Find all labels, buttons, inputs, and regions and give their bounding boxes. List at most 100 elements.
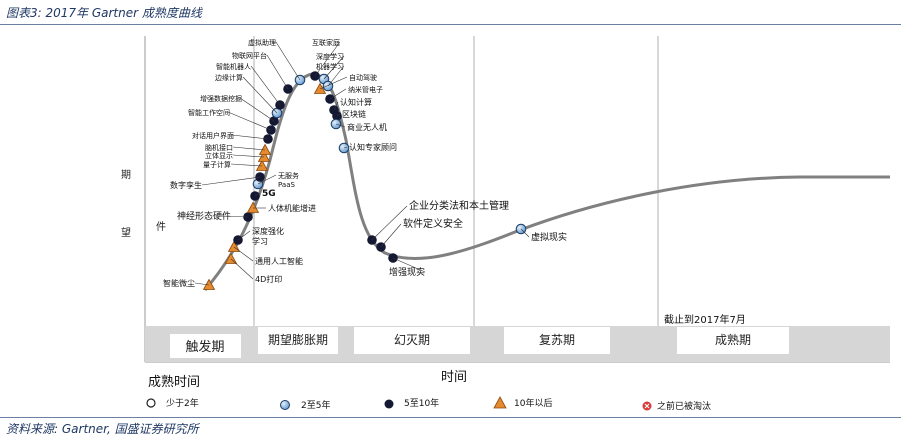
legend-dark-circle-icon — [384, 399, 394, 409]
legend-light-circle-icon — [280, 400, 290, 410]
tech-3-label: 通用人工智能 — [255, 256, 303, 266]
tech-2-label: 4D打印 — [255, 274, 282, 284]
tech-8-leader — [257, 174, 277, 185]
tech-10-leader — [230, 163, 263, 167]
tech-11-label: 立体显示 — [205, 151, 233, 160]
tech-26-label: 区块链 — [342, 109, 366, 119]
hype-curve — [203, 72, 890, 291]
tech-10-triangle-icon — [255, 159, 269, 171]
tech-29-label: 企业分类法和本土管理 — [409, 199, 509, 212]
tech-15-leader — [239, 97, 275, 122]
tech-21-label: 深度学习 — [316, 52, 344, 61]
tech-3-leader — [233, 246, 254, 262]
tech-1-label: 智能微尘 — [163, 278, 195, 288]
tech-9-leader — [201, 176, 261, 186]
tech-5-leader — [216, 215, 249, 218]
phase-peak: 期望膨胀期 — [268, 333, 328, 347]
tech-11-triangle-icon — [257, 150, 271, 162]
tech-9-label: 数字孪生 — [170, 180, 202, 190]
tech-1-leader — [194, 282, 210, 286]
legend-item-lt2: 少于2年 — [146, 397, 199, 409]
tech-27-label: 商业无人机 — [347, 122, 387, 132]
tech-18-leader — [266, 54, 289, 90]
tech-4-label: 深度强化学习 — [252, 226, 284, 246]
x-axis-label: 时间 — [441, 370, 467, 385]
tech-24-leader — [329, 88, 347, 100]
tech-7-leader — [254, 192, 261, 197]
legend-item-2to5: 2至5年 — [280, 399, 330, 411]
legend-cross-mark — [644, 403, 650, 409]
tech-11-leader — [232, 154, 265, 158]
x-axis-left-label: 成熟时间 — [148, 374, 200, 390]
tech-22-leader — [327, 65, 345, 87]
tech-22-label: 机器学习 — [316, 62, 344, 71]
tech-12-label: 脑机接口 — [205, 143, 233, 152]
phase-dividers — [253, 36, 659, 362]
tech-19-leader — [275, 41, 301, 81]
tech-6-triangle-icon — [246, 201, 260, 213]
source-note: 资料来源: Gartner, 国盛证券研究所 — [6, 422, 199, 436]
tech-26-leader — [336, 113, 341, 117]
tech-23-leader — [319, 76, 348, 90]
tech-15-label: 增强数据挖掘 — [200, 94, 242, 103]
phase-plateau: 成熟期 — [715, 332, 751, 347]
legend-label: 之前已被淘汰 — [657, 400, 711, 412]
leader-lines — [194, 41, 530, 286]
legend-label: 少于2年 — [166, 397, 199, 409]
tech-14-leader — [227, 111, 272, 131]
tech-2-leader — [230, 258, 254, 280]
tech-30-label: 软件定义安全 — [403, 217, 463, 230]
tech-25-leader — [333, 101, 339, 111]
phase-trigger: 触发期 — [185, 339, 224, 355]
legend: 少于2年 2至5年 5至10年 10年以后 之前已被淘汰 — [146, 396, 711, 412]
tech-32-leader — [520, 228, 530, 238]
tech-23-triangle-icon — [313, 82, 327, 94]
bottom-rule — [0, 417, 901, 418]
y-axis-char-3: 件 — [156, 221, 166, 233]
tech-28-leader — [343, 146, 348, 149]
tech-32-label: 虚拟现实 — [531, 231, 567, 243]
tech-24-label: 纳米管电子 — [348, 85, 383, 94]
legend-open-circle-icon — [146, 398, 156, 408]
tech-16-leader — [242, 76, 278, 114]
tech-6-label: 人体机能增进 — [268, 203, 316, 213]
tech-13-leader — [231, 134, 269, 140]
tech-28-label: 认知专家顾问 — [349, 142, 397, 152]
top-rule — [0, 24, 901, 25]
legend-label: 10年以后 — [514, 397, 552, 409]
tech-12-leader — [232, 146, 266, 151]
tech-23-label: 自动驾驶 — [349, 73, 377, 82]
tech-20-label: 互联家庭 — [312, 38, 340, 47]
tech-18-label: 物联网平台 — [232, 51, 267, 60]
tech-25-label: 认知计算 — [340, 97, 372, 107]
tech-13-label: 对话用户界面 — [192, 131, 234, 140]
tech-21-leader — [323, 55, 345, 80]
phase-trough: 幻灭期 — [394, 333, 430, 347]
tech-8-label: 无服务 PaaS — [278, 171, 299, 189]
legend-triangle-icon — [493, 396, 507, 409]
y-axis-char-2: 望 — [121, 226, 131, 239]
tech-14-label: 智能工作空间 — [188, 108, 230, 117]
phase-slope: 复苏期 — [539, 333, 575, 347]
tech-17-label: 智能机器人 — [216, 62, 251, 71]
tech-17-leader — [250, 65, 281, 106]
tech-16-label: 边缘计算 — [215, 73, 243, 82]
legend-label: 2至5年 — [301, 399, 330, 411]
tech-27-leader — [335, 123, 346, 128]
y-axis-char-1: 期 — [121, 169, 131, 181]
tech-31-leader — [392, 257, 426, 273]
tech-31-label: 增强现实 — [389, 266, 425, 278]
phase-band — [145, 326, 890, 362]
tech-29-leader — [371, 205, 408, 241]
tech-2-triangle-icon — [224, 252, 238, 264]
legend-item-5to10: 5至10年 — [384, 397, 439, 409]
legend-label: 5至10年 — [404, 397, 439, 409]
tech-20-leader — [314, 41, 341, 77]
figure-caption: 图表3: 2017年 Gartner 成熟度曲线 — [6, 6, 202, 20]
legend-item-obsolete: 之前已被淘汰 — [642, 400, 711, 412]
legend-item-gt10: 10年以后 — [493, 396, 552, 409]
tech-19-label: 虚拟助理 — [248, 38, 276, 47]
tech-30-leader — [380, 223, 402, 248]
